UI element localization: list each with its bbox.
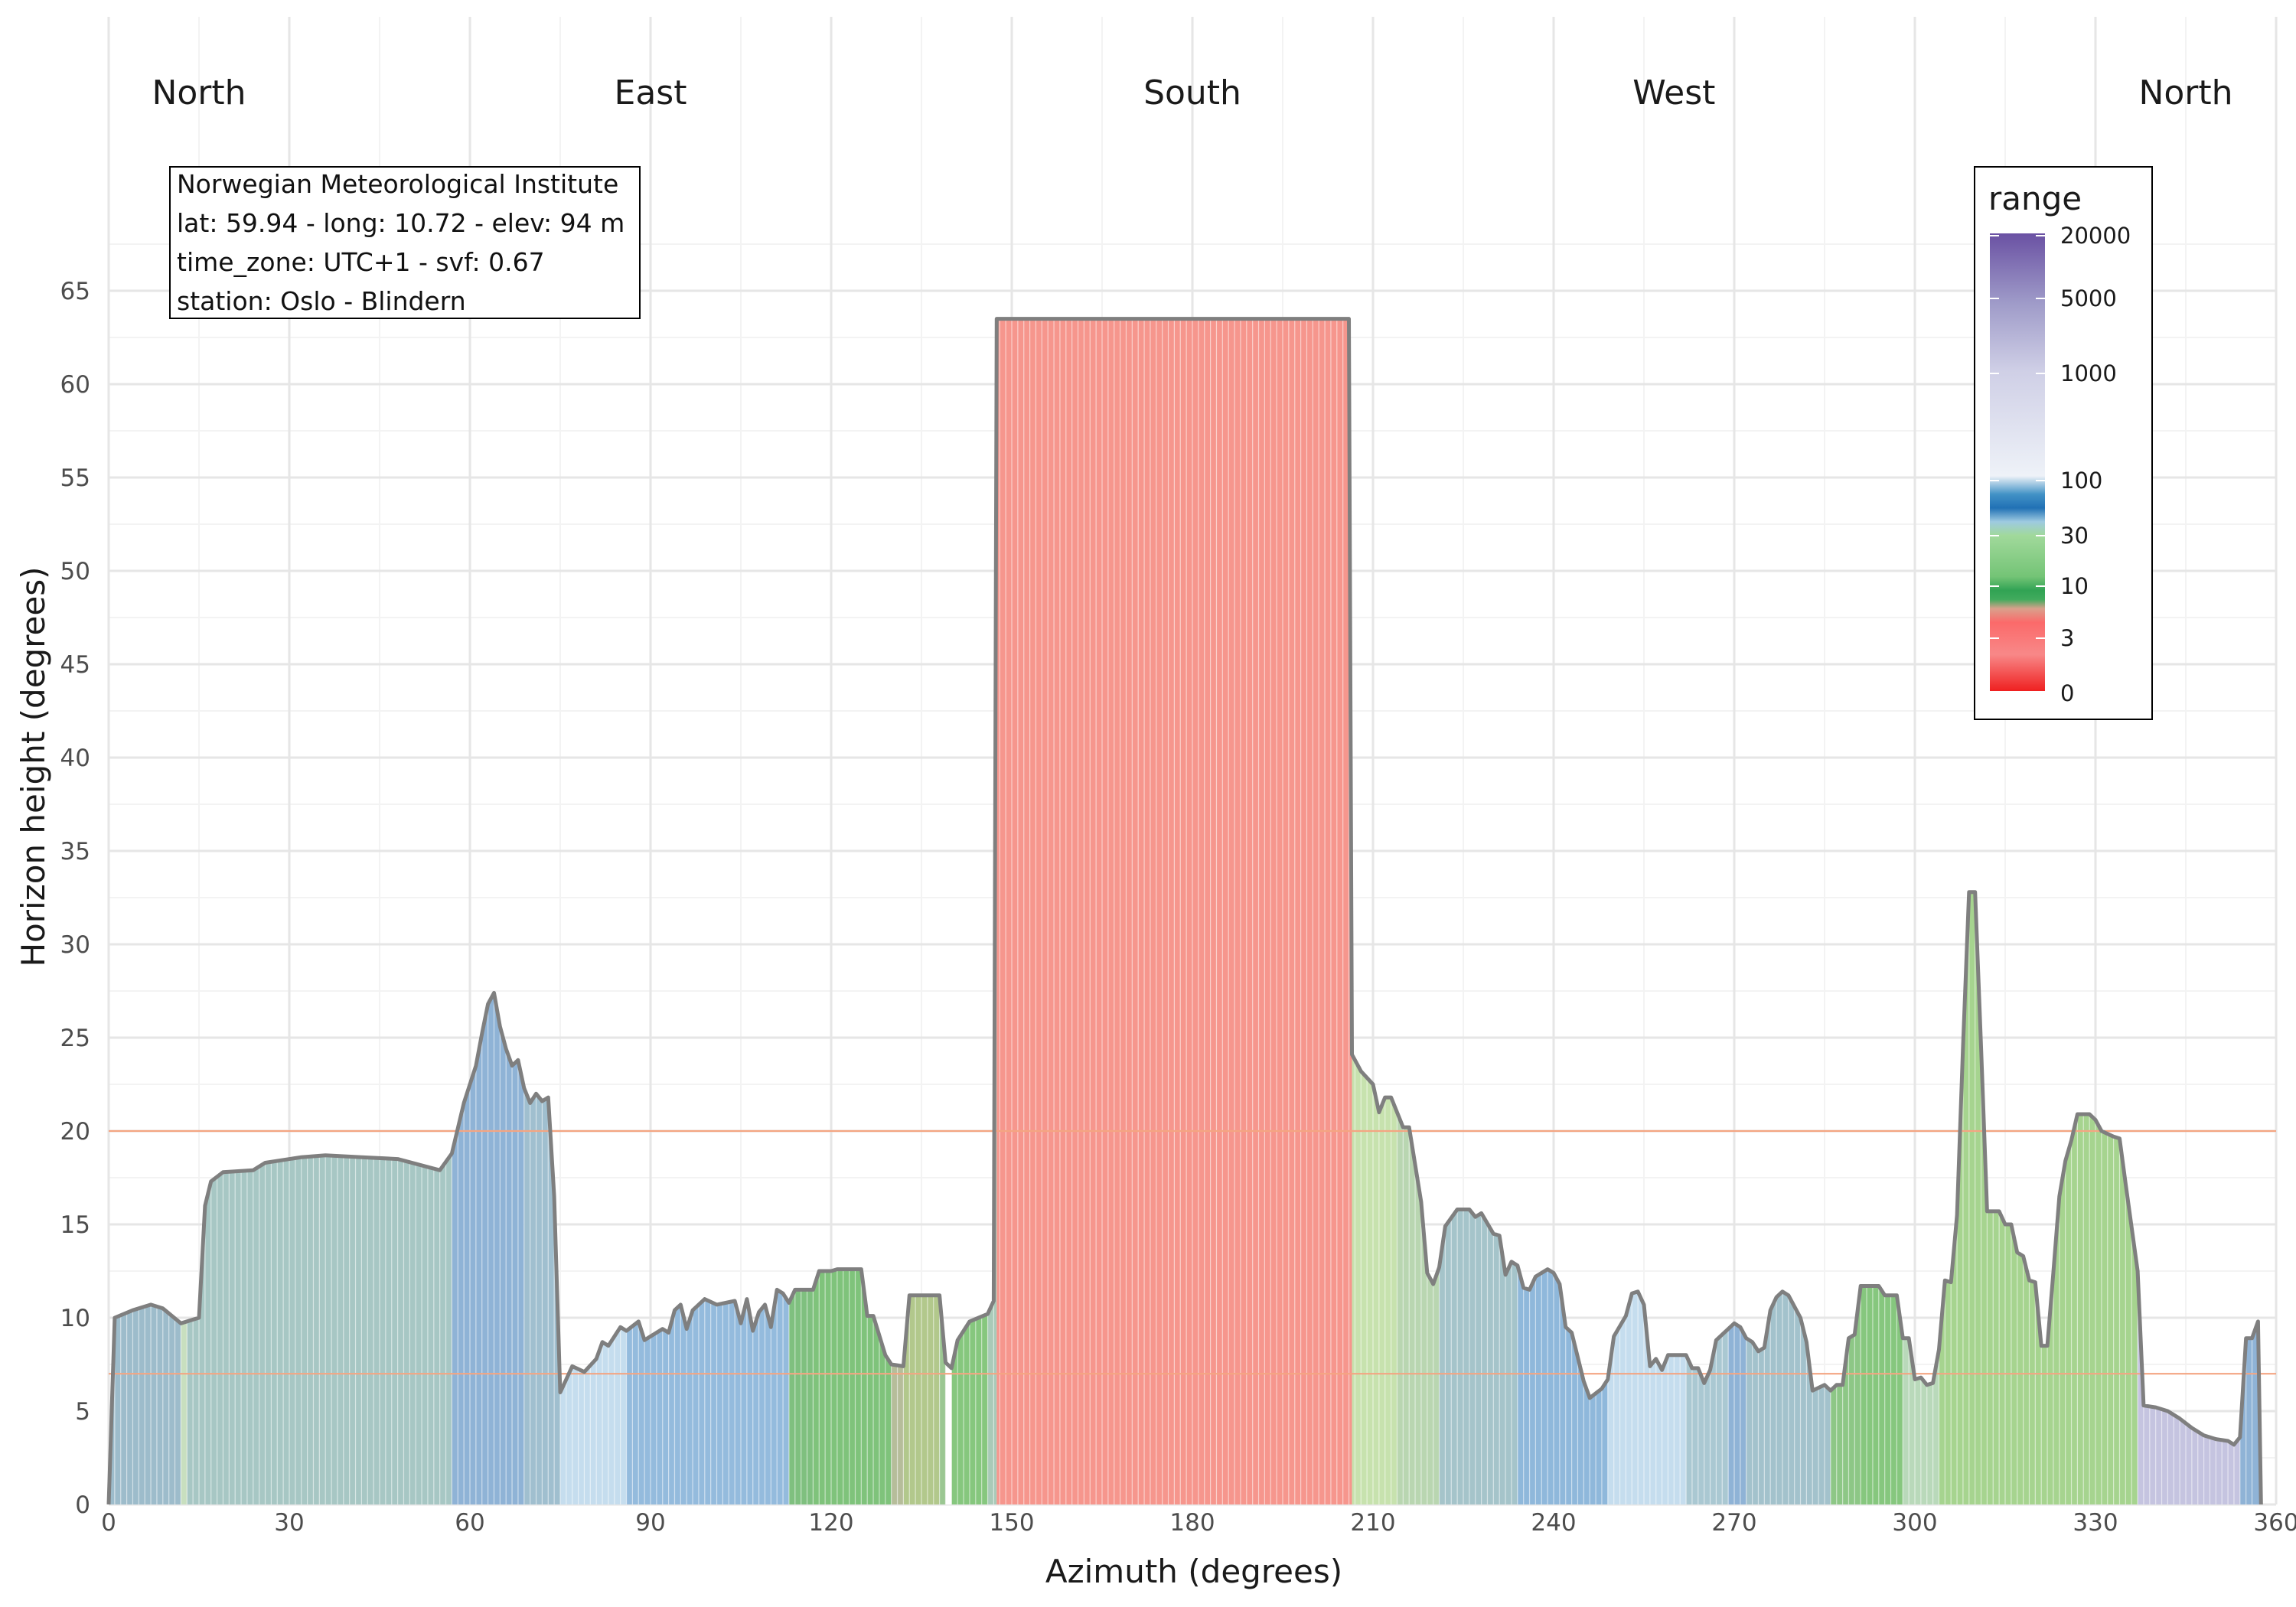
y-tick-label: 15: [60, 1211, 90, 1239]
direction-label: South: [1143, 73, 1241, 112]
legend-label: 5000: [2060, 285, 2117, 311]
range-fill-segment: [1397, 1112, 1440, 1504]
x-tick-label: 150: [989, 1509, 1034, 1537]
range-fill-segment: [1728, 1323, 1746, 1504]
x-tick-label: 180: [1169, 1509, 1215, 1537]
range-fill-segment: [114, 1304, 181, 1504]
range-fill-segment: [560, 1327, 627, 1504]
x-tick-label: 60: [455, 1509, 484, 1537]
horizon-outline-group: [106, 317, 2263, 1505]
legend-label: 20000: [2060, 223, 2131, 249]
axis-ticks: 0 30 60 90 120 150 180 210 240 270 300 330 360051015…: [60, 278, 2296, 1537]
info-line-timezone: time_zone: UTC+1 - svf: 0.67: [177, 247, 545, 277]
direction-label: East: [615, 73, 687, 112]
x-tick-label: 90: [635, 1509, 665, 1537]
range-fill-segment: [1939, 892, 2138, 1504]
range-fill-segment: [1352, 1054, 1397, 1504]
y-tick-label: 45: [60, 651, 90, 679]
y-tick-label: 40: [60, 745, 90, 772]
y-tick-label: 10: [60, 1305, 90, 1332]
info-box-frame: [169, 166, 641, 319]
range-fill-segment: [945, 1362, 952, 1504]
range-fill-segment: [2138, 1271, 2240, 1504]
x-tick-label: 300: [1892, 1509, 1937, 1537]
direction-label: North: [2138, 73, 2232, 112]
range-fill-segment: [1686, 1328, 1729, 1504]
y-tick-label: 25: [60, 1025, 90, 1052]
range-fill-segment: [1830, 1286, 1861, 1504]
x-tick-label: 240: [1531, 1509, 1576, 1537]
range-fill-segment: [1861, 1286, 1903, 1504]
horizon-fill: [109, 318, 2262, 1505]
y-tick-label: 5: [75, 1398, 90, 1426]
y-axis-title: Horizon height (degrees): [15, 567, 52, 967]
x-tick-label: 210: [1350, 1509, 1395, 1537]
info-line-location: lat: 59.94 - long: 10.72 - elev: 94 m: [177, 208, 625, 238]
range-fill-segment: [626, 1289, 789, 1504]
y-tick-label: 35: [60, 838, 90, 865]
direction-labels: North East South West North: [152, 73, 2232, 112]
range-fill-segment: [1517, 1265, 1608, 1504]
x-tick-label: 120: [808, 1509, 853, 1537]
legend-label: 0: [2060, 680, 2074, 706]
horizon-outline: [106, 317, 2263, 1505]
x-tick-label: 30: [274, 1509, 304, 1537]
legend-label: 30: [2060, 523, 2089, 549]
info-line-station: station: Oslo - Blindern: [177, 286, 466, 316]
x-tick-label: 360: [2253, 1509, 2296, 1537]
y-tick-label: 50: [60, 558, 90, 585]
direction-label: West: [1632, 73, 1715, 112]
y-tick-label: 20: [60, 1118, 90, 1146]
legend-colorbar: [1990, 233, 2045, 691]
direction-label: North: [152, 73, 246, 112]
y-tick-label: 65: [60, 278, 90, 305]
y-tick-label: 60: [60, 371, 90, 399]
range-fill-segment: [181, 1321, 188, 1504]
info-box: Norwegian Meteorological Institute lat: …: [169, 166, 641, 319]
y-tick-label: 30: [60, 931, 90, 959]
x-axis-title: Azimuth (degrees): [1045, 1553, 1342, 1590]
range-fill-segment: [1439, 1209, 1518, 1504]
y-tick-label: 55: [60, 464, 90, 492]
legend-label: 1000: [2060, 360, 2117, 386]
range-fill-segment: [813, 1269, 892, 1504]
legend-title: range: [1988, 180, 2082, 217]
x-tick-label: 330: [2073, 1509, 2118, 1537]
legend-label: 3: [2060, 625, 2074, 651]
info-line-institute: Norwegian Meteorological Institute: [177, 169, 618, 199]
y-tick-label: 0: [75, 1491, 90, 1519]
legend-label: 10: [2060, 573, 2089, 599]
range-fill-segment: [1607, 1291, 1687, 1504]
legend-label: 100: [2060, 468, 2102, 494]
x-tick-label: 0: [101, 1509, 116, 1537]
x-tick-label: 270: [1711, 1509, 1756, 1537]
